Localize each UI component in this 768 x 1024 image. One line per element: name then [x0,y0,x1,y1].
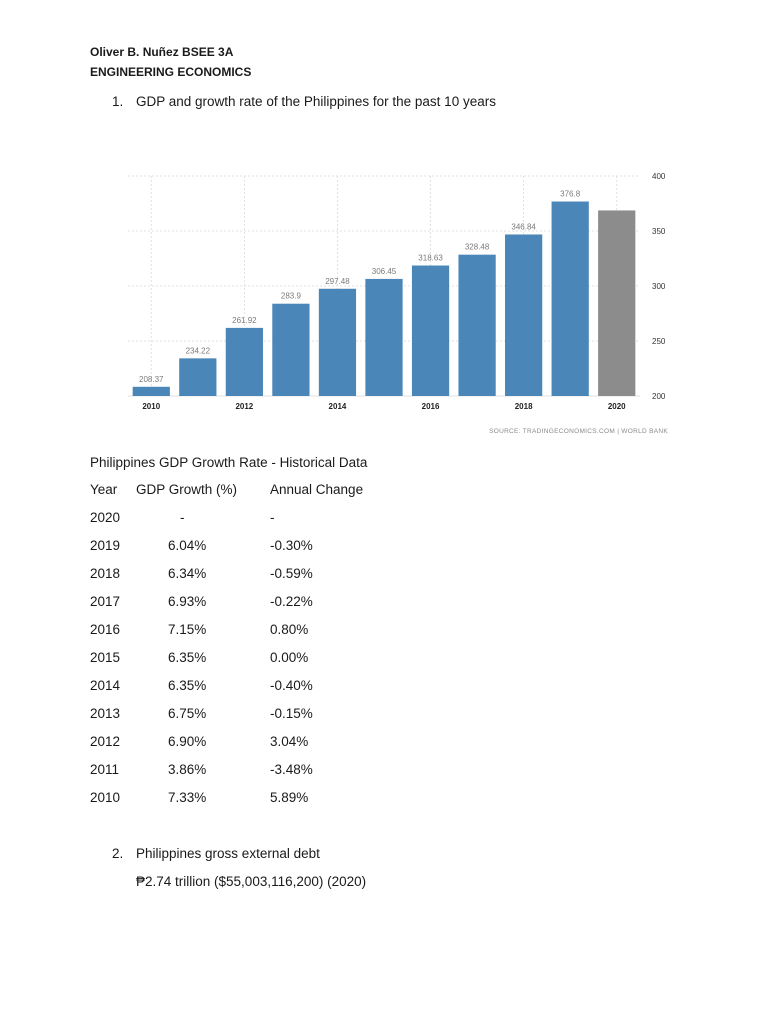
table-row: 2011 3.86% -3.48% [0,762,768,782]
table-cell: 3.86% [168,762,206,777]
table-cell: - [270,510,275,525]
table-cell: 2011 [90,762,119,777]
bar-2018 [505,234,542,396]
table-row: 2018 6.34% -0.59% [0,566,768,586]
bar-2012 [226,328,263,396]
table-row: 2010 7.33% 5.89% [0,790,768,810]
table-cell: 2020 [90,510,120,525]
table-row: 2015 6.35% 0.00% [0,650,768,670]
item-1-text: GDP and growth rate of the Philippines f… [136,94,496,109]
item-1-number: 1. [112,94,123,109]
table-cell: 2016 [90,622,120,637]
table-cell: -0.40% [270,678,313,693]
table-header-cell: Annual Change [270,482,363,497]
table-cell: 7.33% [168,790,206,805]
bar-2010 [133,387,170,396]
table-cell: 2014 [90,678,120,693]
y-tick-label: 350 [652,227,666,236]
table-row: 2020 - - [0,510,768,530]
external-debt-value: ₱2.74 trillion ($55,003,116,200) (2020) [136,874,366,889]
table-cell: 2019 [90,538,120,553]
bar-2016 [412,266,449,396]
bar-2015 [365,279,402,396]
chart-y-ticks: 200 250 300 350 400 [652,172,666,401]
x-tick-label: 2018 [515,402,533,411]
table-header-cell: Year [90,482,117,497]
table-cell: 0.00% [270,650,308,665]
data-label: 346.84 [511,222,536,231]
table-header-cell: GDP Growth (%) [136,482,237,497]
table-row: 2014 6.35% -0.40% [0,678,768,698]
bar-2011 [179,358,216,396]
table-cell: 6.90% [168,734,206,749]
y-tick-label: 400 [652,172,666,181]
table-cell: 6.93% [168,594,206,609]
chart-source: SOURCE: TRADINGECONOMICS.COM | WORLD BAN… [489,428,668,435]
data-label: 234.22 [186,346,211,355]
table-cell: 6.75% [168,706,206,721]
x-tick-label: 2020 [608,402,626,411]
data-label: 328.48 [465,243,490,252]
data-label: 261.92 [232,316,257,325]
table-cell: -0.15% [270,706,313,721]
table-row: 2013 6.75% -0.15% [0,706,768,726]
table-cell: 2017 [90,594,120,609]
table-cell: 5.89% [270,790,308,805]
table-cell: -0.59% [270,566,313,581]
table-cell: 3.04% [270,734,308,749]
bar-2020 [598,210,635,396]
item-2-text: Philippines gross external debt [136,846,320,861]
table-cell: 2018 [90,566,120,581]
table-cell: - [180,510,185,525]
table-cell: 2010 [90,790,120,805]
table-row: 2016 7.15% 0.80% [0,622,768,642]
item-2-number: 2. [112,846,123,861]
bar-2013 [272,304,309,396]
table-cell: -0.22% [270,594,313,609]
data-label: 283.9 [281,292,302,301]
data-label: 297.48 [325,277,350,286]
data-label: 376.8 [560,190,581,199]
bar-2014 [319,289,356,396]
y-tick-label: 250 [652,337,666,346]
y-tick-label: 200 [652,392,666,401]
table-cell: -0.30% [270,538,313,553]
table-row: 2019 6.04% -0.30% [0,538,768,558]
course-title: ENGINEERING ECONOMICS [90,65,251,79]
table-header-row: Year GDP Growth (%) Annual Change [0,482,768,502]
data-label: 318.63 [418,254,443,263]
bar-2017 [458,255,495,396]
table-cell: 6.35% [168,678,206,693]
table-cell: 2013 [90,706,120,721]
table-cell: 0.80% [270,622,308,637]
x-tick-label: 2014 [329,402,347,411]
gdp-bar-chart: 208.37 234.22 261.92 283.9 297.48 306.45 318.6… [120,165,680,445]
table-cell: 2012 [90,734,120,749]
x-tick-label: 2016 [422,402,440,411]
author-line: Oliver B. Nuñez BSEE 3A [90,45,233,59]
chart-x-ticks: 2010 2012 2014 2016 2018 2020 [142,402,626,411]
x-tick-label: 2010 [142,402,160,411]
x-tick-label: 2012 [235,402,253,411]
table-cell: 6.35% [168,650,206,665]
table-cell: 6.34% [168,566,206,581]
y-tick-label: 300 [652,282,666,291]
bar-2019 [552,202,589,396]
table-title: Philippines GDP Growth Rate - Historical… [90,455,367,470]
table-cell: -3.48% [270,762,313,777]
table-cell: 7.15% [168,622,206,637]
data-label: 208.37 [139,375,164,384]
table-row: 2012 6.90% 3.04% [0,734,768,754]
table-cell: 6.04% [168,538,206,553]
table-cell: 2015 [90,650,120,665]
data-label: 306.45 [372,267,397,276]
table-row: 2017 6.93% -0.22% [0,594,768,614]
